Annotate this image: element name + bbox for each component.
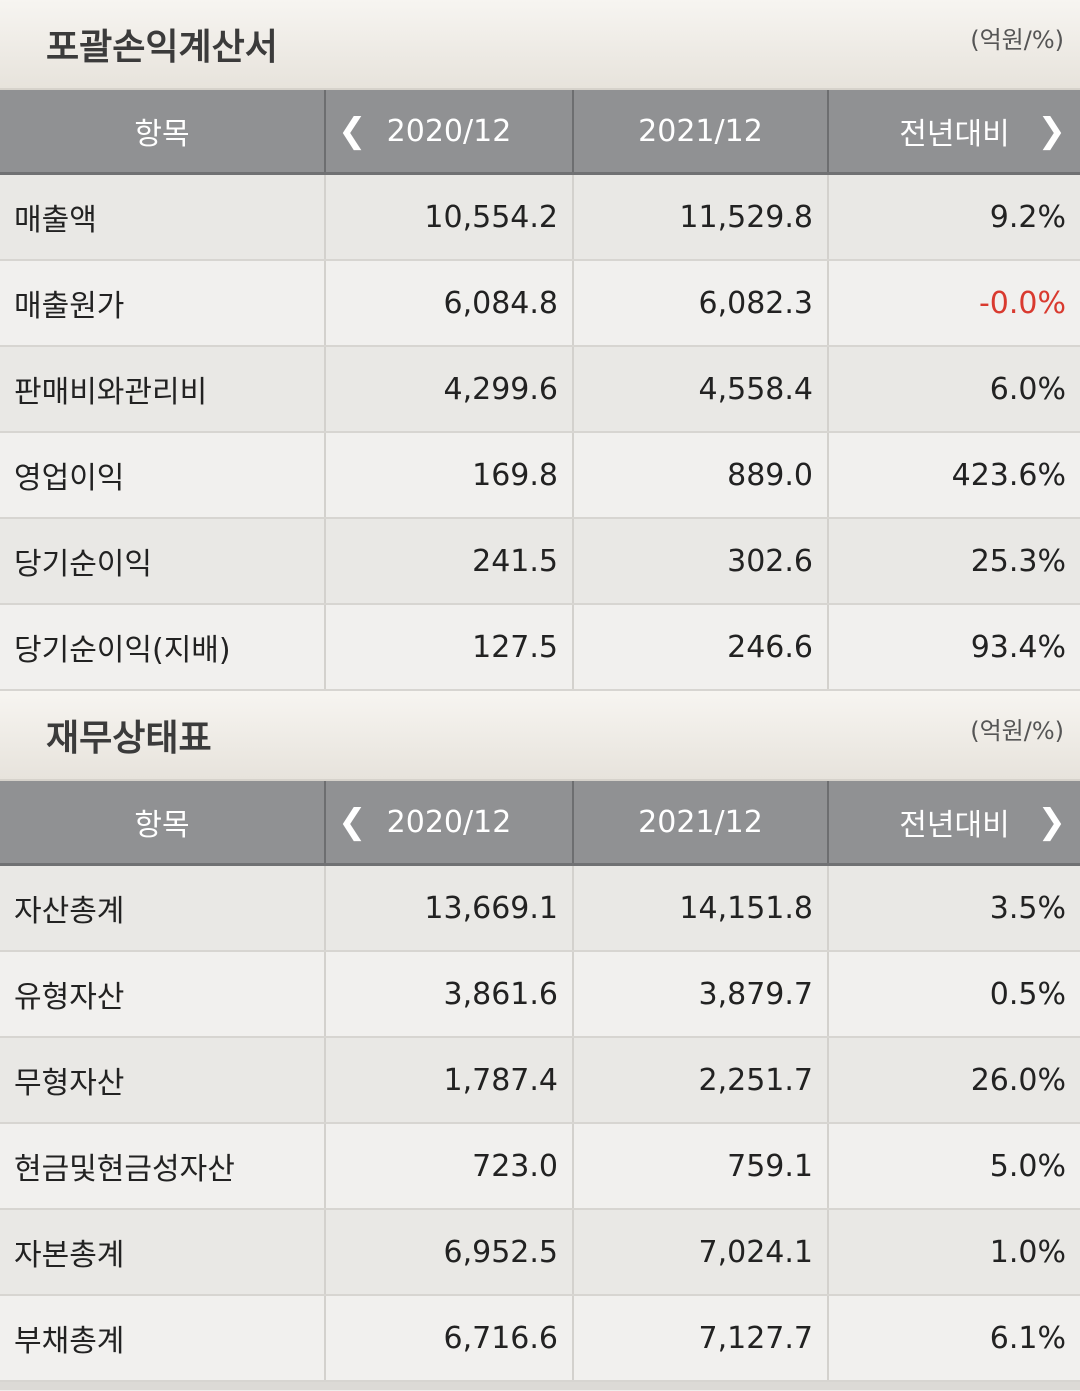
chevron-right-icon[interactable]: ❯ <box>1037 111 1067 151</box>
row-item: 당기순이익 <box>0 518 325 605</box>
row-item: 유형자산 <box>0 951 325 1038</box>
value-2020: 127.5 <box>324 604 573 691</box>
table-header-row: 항목 ❮ 2020/12 2021/12 전년대비 ❯ <box>0 781 1080 866</box>
value-yoy: 0.5% <box>827 951 1080 1038</box>
row-item: 영업이익 <box>0 432 325 519</box>
value-yoy: 3.5% <box>827 864 1080 952</box>
table-row: 당기순이익(지배) 127.5 246.6 93.4% <box>0 604 1080 691</box>
table-header-row: 항목 ❮ 2020/12 2021/12 전년대비 ❯ <box>0 90 1080 175</box>
section-header: 재무상태표 (억원/%) <box>0 691 1080 781</box>
table-row: 현금및현금성자산 723.0 759.1 5.0% <box>0 1123 1080 1210</box>
row-item: 무형자산 <box>0 1037 325 1124</box>
section-title: 포괄손익계산서 <box>46 27 278 68</box>
value-2020: 6,716.6 <box>324 1295 573 1382</box>
row-item: 매출액 <box>0 173 325 261</box>
income-statement-section: 포괄손익계산서 (억원/%) 항목 ❮ 2020/12 2021/12 전년대비… <box>0 0 1080 691</box>
value-2021: 6,082.3 <box>572 260 828 347</box>
value-yoy: 25.3% <box>827 518 1080 605</box>
header-2020: ❮ 2020/12 <box>324 781 573 866</box>
header-item: 항목 <box>0 781 325 866</box>
section-header: 포괄손익계산서 (억원/%) <box>0 0 1080 90</box>
unit-label: (억원/%) <box>970 26 1064 54</box>
value-2021: 246.6 <box>572 604 828 691</box>
header-2021: 2021/12 <box>572 90 828 175</box>
header-yoy: 전년대비 ❯ <box>827 781 1080 866</box>
value-yoy: -0.0% <box>827 260 1080 347</box>
table-row: 유형자산 3,861.6 3,879.7 0.5% <box>0 951 1080 1038</box>
value-2021: 7,127.7 <box>572 1295 828 1382</box>
value-2021: 7,024.1 <box>572 1209 828 1296</box>
table-row: 당기순이익 241.5 302.6 25.3% <box>0 518 1080 605</box>
value-yoy: 6.0% <box>827 346 1080 433</box>
table-row: 영업이익 169.8 889.0 423.6% <box>0 432 1080 519</box>
row-item: 매출원가 <box>0 260 325 347</box>
header-item: 항목 <box>0 90 325 175</box>
balance-sheet-section: 재무상태표 (억원/%) 항목 ❮ 2020/12 2021/12 전년대비 ❯… <box>0 691 1080 1390</box>
table-row: 부채총계 6,716.6 7,127.7 6.1% <box>0 1295 1080 1382</box>
value-2021: 4,558.4 <box>572 346 828 433</box>
value-2021: 759.1 <box>572 1123 828 1210</box>
chevron-left-icon[interactable]: ❮ <box>338 802 367 842</box>
row-item: 판매비와관리비 <box>0 346 325 433</box>
value-2020: 3,861.6 <box>324 951 573 1038</box>
table-row: 자산총계 13,669.1 14,151.8 3.5% <box>0 864 1080 952</box>
balance-sheet-table: 항목 ❮ 2020/12 2021/12 전년대비 ❯ 자산총계 13,669.… <box>0 781 1080 1382</box>
section-title: 재무상태표 <box>46 718 212 759</box>
row-item: 당기순이익(지배) <box>0 604 325 691</box>
value-2020: 169.8 <box>324 432 573 519</box>
value-2021: 14,151.8 <box>572 864 828 952</box>
chevron-right-icon[interactable]: ❯ <box>1037 802 1067 842</box>
bottom-divider <box>0 1382 1080 1390</box>
value-yoy: 9.2% <box>827 173 1080 261</box>
value-2020: 6,952.5 <box>324 1209 573 1296</box>
row-item: 현금및현금성자산 <box>0 1123 325 1210</box>
row-item: 자본총계 <box>0 1209 325 1296</box>
value-yoy: 93.4% <box>827 604 1080 691</box>
value-yoy: 26.0% <box>827 1037 1080 1124</box>
value-2020: 13,669.1 <box>324 864 573 952</box>
header-2021: 2021/12 <box>572 781 828 866</box>
value-yoy: 6.1% <box>827 1295 1080 1382</box>
value-2020: 1,787.4 <box>324 1037 573 1124</box>
table-row: 자본총계 6,952.5 7,024.1 1.0% <box>0 1209 1080 1296</box>
table-row: 판매비와관리비 4,299.6 4,558.4 6.0% <box>0 346 1080 433</box>
row-item: 부채총계 <box>0 1295 325 1382</box>
value-yoy: 423.6% <box>827 432 1080 519</box>
value-2021: 3,879.7 <box>572 951 828 1038</box>
value-2020: 241.5 <box>324 518 573 605</box>
table-row: 매출액 10,554.2 11,529.8 9.2% <box>0 173 1080 261</box>
header-yoy: 전년대비 ❯ <box>827 90 1080 175</box>
row-item: 자산총계 <box>0 864 325 952</box>
value-2021: 2,251.7 <box>572 1037 828 1124</box>
value-2021: 889.0 <box>572 432 828 519</box>
unit-label: (억원/%) <box>970 717 1064 745</box>
table-row: 무형자산 1,787.4 2,251.7 26.0% <box>0 1037 1080 1124</box>
value-2021: 11,529.8 <box>572 173 828 261</box>
value-2020: 6,084.8 <box>324 260 573 347</box>
value-2021: 302.6 <box>572 518 828 605</box>
chevron-left-icon[interactable]: ❮ <box>338 111 367 151</box>
value-yoy: 1.0% <box>827 1209 1080 1296</box>
table-row: 매출원가 6,084.8 6,082.3 -0.0% <box>0 260 1080 347</box>
header-2020: ❮ 2020/12 <box>324 90 573 175</box>
income-statement-table: 항목 ❮ 2020/12 2021/12 전년대비 ❯ 매출액 10,554.2… <box>0 90 1080 691</box>
value-2020: 10,554.2 <box>324 173 573 261</box>
value-2020: 723.0 <box>324 1123 573 1210</box>
value-yoy: 5.0% <box>827 1123 1080 1210</box>
value-2020: 4,299.6 <box>324 346 573 433</box>
